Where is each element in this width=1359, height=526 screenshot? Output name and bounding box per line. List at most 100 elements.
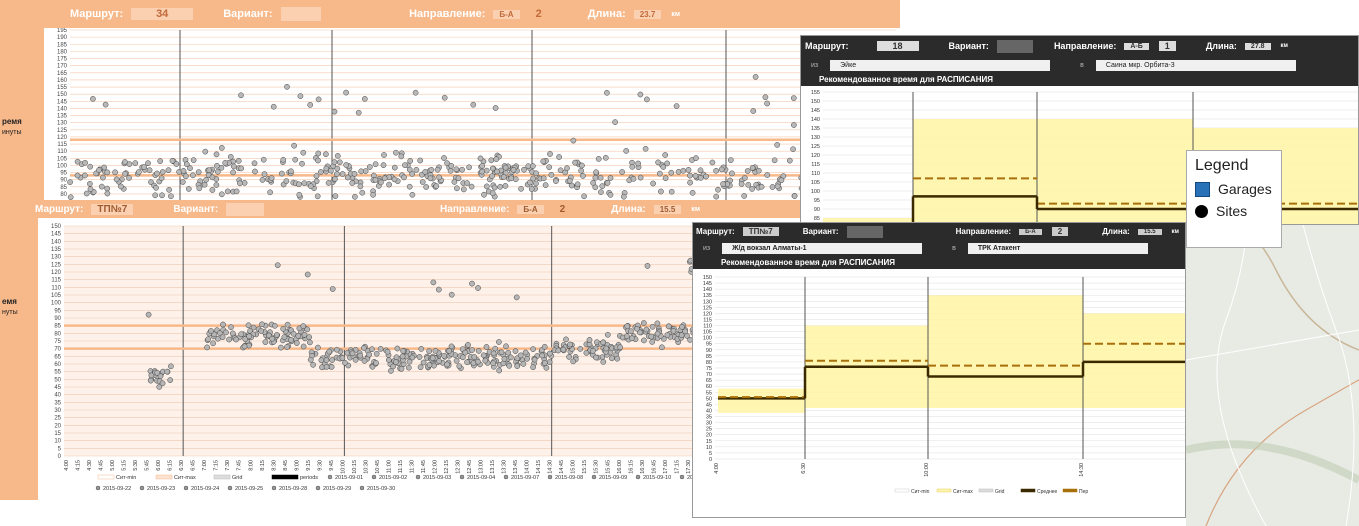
y-tick-label: 115	[703, 317, 712, 323]
direction-number[interactable]: 2	[535, 8, 542, 20]
variant-label: Вариант:	[802, 227, 839, 236]
route-value[interactable]: ТП№7	[742, 227, 779, 236]
data-point	[214, 168, 221, 175]
legend-marker	[327, 474, 333, 480]
data-point	[274, 262, 281, 269]
data-point	[697, 175, 704, 181]
y-tick-label: 105	[703, 330, 712, 336]
y-tick-label: 165	[57, 71, 68, 77]
data-point	[522, 349, 529, 356]
length-value[interactable]: 15.5	[653, 204, 682, 214]
data-point	[629, 335, 635, 342]
direction-number[interactable]: 1	[1158, 41, 1176, 51]
y-tick-label: 95	[814, 198, 820, 204]
data-point	[361, 345, 367, 351]
from-stop[interactable]: Эйке	[830, 59, 1051, 71]
data-point	[656, 170, 663, 177]
data-point	[222, 160, 229, 166]
legend-marker	[415, 474, 421, 480]
data-point	[673, 103, 680, 109]
data-point	[349, 350, 356, 357]
data-point	[428, 166, 435, 173]
data-point	[432, 347, 439, 354]
data-point	[448, 291, 455, 298]
data-point	[482, 357, 489, 364]
data-point	[418, 346, 425, 352]
direction-number[interactable]: 2	[1051, 227, 1069, 236]
data-point	[217, 330, 223, 336]
y-tick-label: 140	[703, 287, 712, 293]
data-point	[206, 167, 213, 174]
data-point	[168, 193, 174, 200]
legend-item-sites[interactable]: Sites	[1195, 203, 1273, 219]
data-point	[752, 74, 759, 80]
data-point	[318, 169, 324, 175]
y-tick-label: 130	[811, 135, 820, 141]
data-point	[278, 344, 284, 351]
data-point	[344, 174, 351, 181]
legend-swatch	[1020, 488, 1036, 493]
front-y-axis-title: емя нуты	[2, 296, 18, 318]
route-value[interactable]: 34	[131, 8, 194, 20]
data-point	[284, 321, 291, 328]
length-label: Длина:	[1205, 41, 1237, 51]
variant-value[interactable]	[846, 225, 883, 238]
back-chart-header: Маршрут: 34 Вариант: Направление: Б-А 2 …	[0, 0, 900, 28]
data-point	[436, 358, 442, 364]
to-stop[interactable]: ТРК Атакент	[967, 243, 1148, 254]
direction-code[interactable]: А-Б	[1124, 42, 1149, 50]
data-point	[422, 169, 429, 175]
variant-value[interactable]	[996, 39, 1033, 53]
data-point	[262, 339, 269, 345]
legend-label: 2015-09-25	[235, 486, 263, 492]
legend-marker	[459, 474, 465, 480]
data-point	[446, 348, 453, 354]
data-point	[664, 332, 671, 338]
map-legend: Legend Garages Sites	[1186, 150, 1282, 248]
length-value[interactable]: 27.8	[1244, 42, 1271, 50]
y-tick-label: 110	[703, 324, 712, 330]
x-tick-label: 7:00	[202, 460, 208, 471]
from-stop[interactable]: Ж/д вокзал Алматы-1	[722, 243, 923, 254]
data-point	[426, 362, 433, 368]
variant-value[interactable]	[226, 202, 265, 216]
legend-item-garages[interactable]: Garages	[1195, 181, 1273, 197]
direction-code[interactable]: Б-А	[1019, 228, 1042, 235]
route-value[interactable]: 18	[876, 41, 919, 51]
route-value[interactable]: ТП№7	[91, 203, 134, 215]
data-point	[609, 355, 615, 362]
to-stop[interactable]: Саина мкр. Орбита-3	[1095, 59, 1296, 71]
data-point	[426, 348, 433, 354]
data-point	[513, 294, 520, 301]
data-point	[196, 185, 203, 192]
direction-number[interactable]: 2	[559, 203, 566, 215]
data-point	[546, 164, 553, 171]
data-point	[259, 177, 266, 183]
direction-code[interactable]: Б-А	[517, 204, 544, 214]
legend-label: 2015-09-02	[379, 475, 407, 481]
data-point	[617, 344, 623, 351]
side-line1: емя	[2, 297, 17, 306]
data-point	[205, 336, 212, 343]
data-point	[745, 181, 752, 188]
x-tick-label: 6:00	[156, 460, 162, 471]
data-point	[314, 193, 321, 200]
data-point	[462, 349, 469, 356]
right-back-header: Маршрут: 18 Вариант: Направление: А-Б 1 …	[801, 36, 1358, 56]
x-tick-label: 13:00	[479, 460, 485, 474]
data-point	[260, 156, 267, 163]
right-front-header: Маршрут: ТП№7 Вариант: Направление: Б-А …	[693, 223, 1185, 240]
y-tick-label: 90	[706, 348, 712, 354]
length-value[interactable]: 23.7	[633, 9, 662, 19]
variant-value[interactable]	[280, 7, 321, 21]
data-point	[769, 184, 776, 190]
data-point	[267, 189, 273, 196]
length-value[interactable]: 15.5	[1137, 228, 1162, 235]
y-tick-label: 80	[54, 331, 61, 337]
data-point	[349, 180, 356, 186]
direction-code[interactable]: Б-А	[493, 9, 520, 19]
data-point	[604, 331, 611, 338]
data-point	[512, 348, 519, 354]
data-point	[546, 359, 553, 365]
data-point	[521, 166, 527, 173]
